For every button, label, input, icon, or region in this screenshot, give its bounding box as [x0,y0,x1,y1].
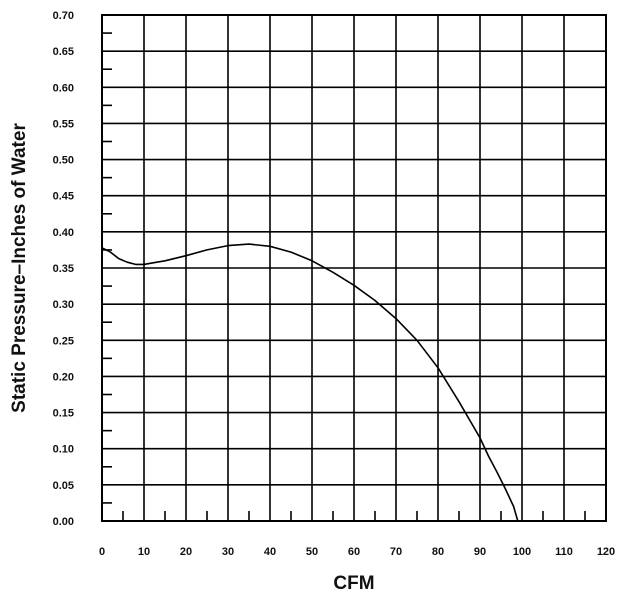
x-tick-labels: 0 10 20 30 40 50 60 70 80 90 100 110 120 [99,546,615,558]
y-tick-label: 0.50 [53,155,74,167]
y-axis-title: Static Pressure–Inches of Water [9,123,30,413]
y-tick-label: 0.65 [53,46,74,58]
y-tick-label: 0.10 [53,444,74,456]
plot-frame [101,14,607,522]
y-tick-label: 0.20 [53,371,74,383]
x-tick-label: 70 [390,546,402,558]
x-tick-label: 0 [99,546,105,558]
x-tick-label: 80 [432,546,444,558]
x-tick-label: 20 [180,546,192,558]
x-tick-label: 40 [264,546,276,558]
grid-lines [101,14,607,522]
x-tick-label: 60 [348,546,360,558]
y-tick-label: 0.30 [53,299,74,311]
x-tick-label: 10 [138,546,150,558]
fan-performance-curve [101,243,519,522]
y-tick-label: 0.35 [53,263,74,275]
y-tick-label: 0.00 [53,516,74,528]
x-tick-label: 120 [597,546,615,558]
x-tick-label: 90 [474,546,486,558]
y-tick-label: 0.05 [53,480,74,492]
x-tick-label: 110 [555,546,573,558]
y-tick-label: 0.60 [53,82,74,94]
x-axis-title: CFM [333,573,374,594]
y-tick-label: 0.40 [53,227,74,239]
x-tick-label: 50 [306,546,318,558]
y-tick-labels: 0.00 0.05 0.10 0.15 0.20 0.25 0.30 0.35 0.40 0.45… [53,10,74,528]
minor-ticks [102,32,586,521]
y-tick-label: 0.25 [53,335,74,347]
y-tick-label: 0.55 [53,118,74,130]
x-tick-label: 30 [222,546,234,558]
y-tick-label: 0.70 [53,10,74,22]
y-tick-label: 0.15 [53,408,74,420]
x-tick-label: 100 [513,546,531,558]
y-tick-label: 0.45 [53,191,74,203]
